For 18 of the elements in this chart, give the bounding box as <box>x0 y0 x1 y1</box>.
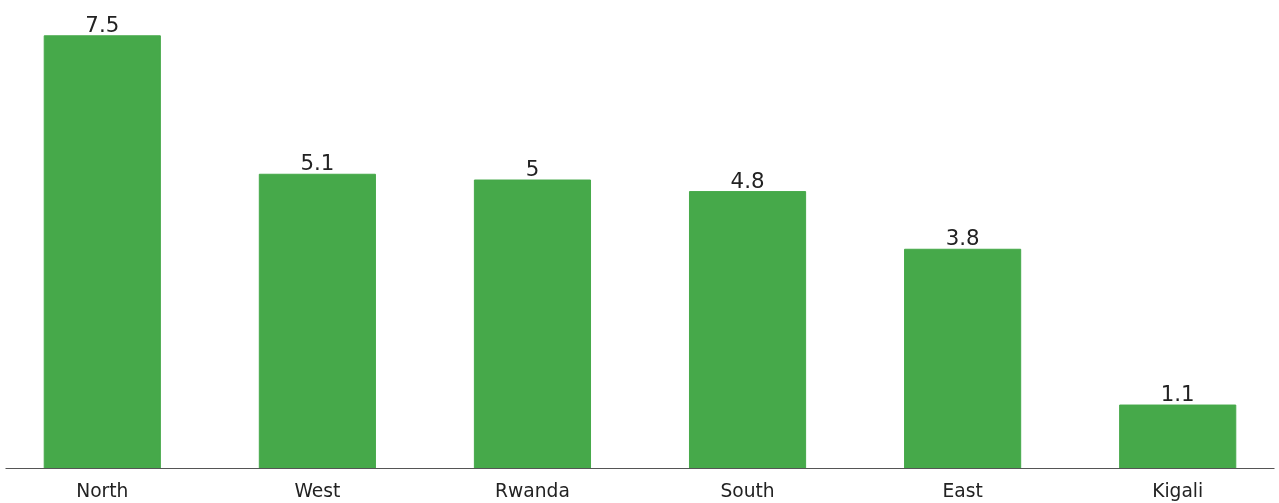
bar <box>473 179 592 469</box>
bar <box>688 191 807 469</box>
data-label: 3.8 <box>945 225 980 251</box>
x-tick-label: Kigali <box>1152 479 1204 501</box>
data-label: 7.5 <box>85 11 120 37</box>
data-label: 1.1 <box>1160 381 1195 407</box>
bar <box>904 248 1022 469</box>
x-tick-label: West <box>294 479 341 501</box>
x-tick-label: Rwanda <box>495 479 570 501</box>
bar <box>1119 404 1237 469</box>
bar <box>258 173 376 469</box>
x-tick-label: East <box>942 479 983 501</box>
x-tick-label: South <box>720 479 775 501</box>
data-label: 5 <box>525 156 540 182</box>
data-label: 4.8 <box>730 167 765 193</box>
bar <box>43 35 161 469</box>
data-label: 5.1 <box>300 150 335 176</box>
x-tick-label: North <box>76 479 129 501</box>
